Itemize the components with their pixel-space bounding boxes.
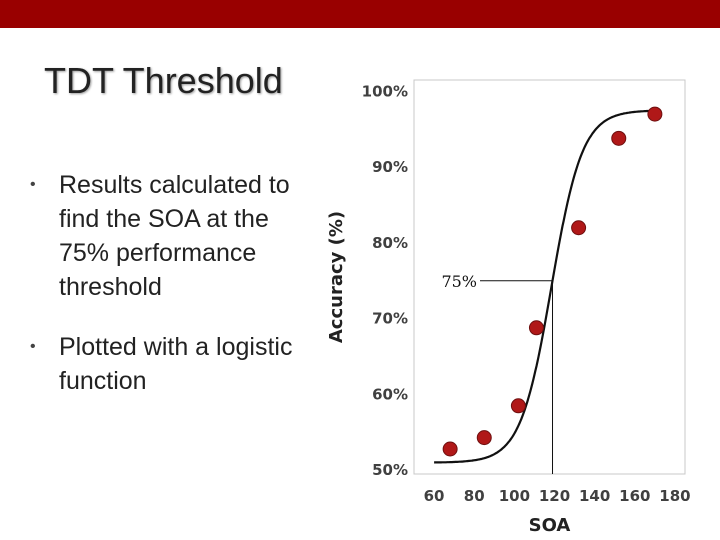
data-point: [611, 130, 627, 146]
data-point: [647, 106, 663, 122]
bullet-dot-icon: •: [30, 176, 36, 193]
y-tick-label: 50%: [372, 461, 408, 479]
y-tick-label: 80%: [372, 234, 408, 252]
x-tick-label: 100: [499, 487, 530, 505]
x-tick-label: 120: [539, 487, 570, 505]
data-point: [476, 430, 492, 446]
x-tick-label: 140: [579, 487, 610, 505]
x-tick-label: 60: [424, 487, 445, 505]
y-tick-label: 100%: [362, 82, 408, 100]
x-tick-label: 160: [619, 487, 650, 505]
y-axis-title: Accuracy (%): [326, 211, 347, 343]
data-point: [510, 398, 526, 414]
bullet-item: • Plotted with a logistic function: [30, 330, 315, 398]
x-tick-label: 80: [464, 487, 485, 505]
logistic-fit-curve: [433, 109, 661, 464]
data-point: [442, 441, 458, 457]
threshold-label: 75%: [441, 272, 477, 291]
bullet-item: • Results calculated to find the SOA at …: [30, 168, 315, 304]
bullet-text: Results calculated to find the SOA at th…: [59, 171, 290, 301]
y-tick-label: 90%: [372, 158, 408, 176]
top-bar: [0, 0, 720, 28]
data-point: [528, 320, 544, 336]
plot-frame: [413, 79, 686, 475]
slide-title: TDT Threshold: [44, 60, 283, 101]
bullet-list: • Results calculated to find the SOA at …: [30, 168, 315, 424]
y-tick-label: 70%: [372, 310, 408, 328]
bullet-text: Plotted with a logistic function: [59, 333, 293, 395]
bullet-dot-icon: •: [30, 338, 36, 355]
x-tick-label: 180: [659, 487, 690, 505]
y-tick-label: 60%: [372, 385, 408, 403]
accuracy-chart: 50% 60% 70% 80% 90% 100% 60 80 100 120 140 160 180 S…: [326, 79, 691, 536]
x-axis-title: SOA: [529, 515, 571, 536]
data-point: [571, 220, 587, 236]
